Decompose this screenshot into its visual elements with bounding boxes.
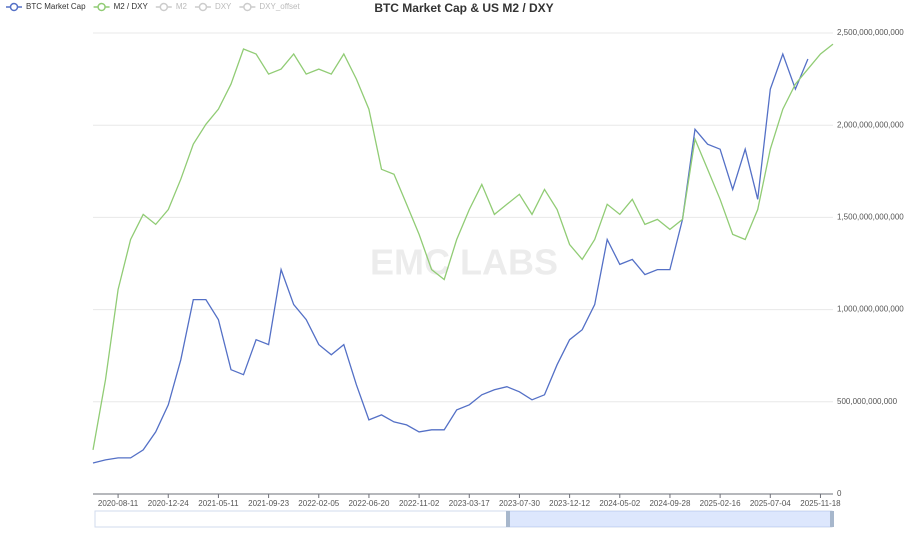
y-tick-label: 1,500,000,000,000 bbox=[837, 213, 904, 222]
watermark: EMC LABS bbox=[370, 242, 558, 283]
chart-title: BTC Market Cap & US M2 / DXY bbox=[374, 1, 553, 15]
zoom-handle[interactable] bbox=[830, 511, 834, 527]
legend-icon bbox=[9, 2, 19, 12]
x-tick-label: 2020-08-11 bbox=[98, 499, 139, 508]
legend-icon bbox=[97, 2, 106, 12]
legend-label[interactable]: M2 / DXY bbox=[114, 2, 149, 11]
zoom-selection[interactable] bbox=[508, 511, 832, 527]
data-zoom[interactable] bbox=[94, 510, 834, 528]
x-tick-label: 2020-12-24 bbox=[148, 499, 189, 508]
legend-label[interactable]: DXY bbox=[215, 2, 232, 11]
zoom-handle[interactable] bbox=[506, 511, 510, 527]
x-tick-label: 2021-05-11 bbox=[198, 499, 239, 508]
legend-label[interactable]: DXY_offset bbox=[259, 2, 300, 11]
y-tick-label: 500,000,000,000 bbox=[837, 397, 898, 406]
y-tick-label: 1,000,000,000,000 bbox=[837, 305, 904, 314]
x-tick-label: 2022-11-02 bbox=[399, 499, 440, 508]
x-tick-label: 2021-09-23 bbox=[248, 499, 289, 508]
x-tick-label: 2024-05-02 bbox=[599, 499, 640, 508]
y-tick-label: 2,000,000,000,000 bbox=[837, 120, 904, 129]
series-line bbox=[92, 43, 834, 451]
x-tick-label: 2023-07-30 bbox=[499, 499, 540, 508]
series-line bbox=[92, 52, 809, 464]
legend-icon bbox=[243, 2, 252, 12]
x-tick-label: 2024-09-28 bbox=[649, 499, 690, 508]
legend-label[interactable]: BTC Market Cap bbox=[26, 2, 86, 11]
legend-icon bbox=[159, 2, 169, 12]
x-tick-label: 2025-11-18 bbox=[800, 499, 841, 508]
x-tick-label: 2023-12-12 bbox=[549, 499, 590, 508]
legend-label[interactable]: M2 bbox=[176, 2, 188, 11]
x-tick-label: 2023-03-17 bbox=[449, 499, 490, 508]
x-tick-label: 2022-06-20 bbox=[348, 499, 389, 508]
y-tick-label: 0 bbox=[837, 489, 842, 498]
legend-icon bbox=[198, 2, 208, 12]
x-tick-label: 2025-02-16 bbox=[700, 499, 741, 508]
y-tick-label: 2,500,000,000,000 bbox=[837, 28, 904, 37]
x-tick-label: 2022-02-05 bbox=[298, 499, 339, 508]
x-tick-label: 2025-07-04 bbox=[750, 499, 791, 508]
